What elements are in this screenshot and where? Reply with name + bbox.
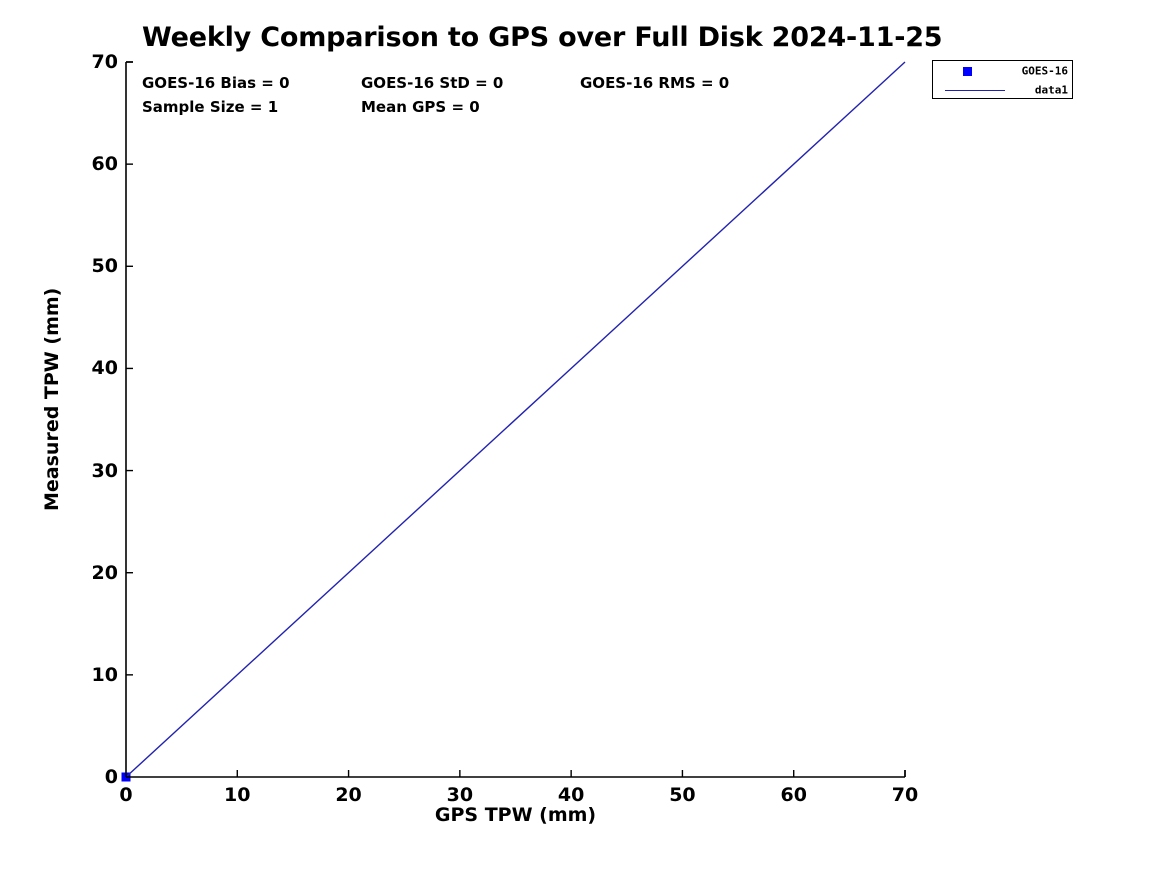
y-tick-label: 20: [91, 561, 118, 584]
line-swatch-icon: [945, 89, 1005, 91]
y-tick-label-group: 0 10 20 30 40 50 60 70: [70, 51, 118, 788]
y-tick-label: 0: [104, 766, 118, 788]
legend-entry-data1[interactable]: data1: [933, 80, 1074, 99]
legend-label-data1: data1: [1034, 83, 1068, 96]
plot-area: [121, 61, 906, 782]
square-marker-icon: [963, 66, 972, 76]
y-tick-label: 50: [91, 255, 118, 278]
x-tick-label: 70: [891, 784, 919, 806]
x-tick-label: 10: [224, 784, 251, 806]
chart-legend[interactable]: GOES-16 data1: [932, 60, 1073, 99]
x-tick-label-group: 0 10 20 30 40 50 60 70: [119, 784, 918, 810]
y-tick-label: 70: [91, 51, 118, 73]
legend-label-goes16: GOES-16: [1021, 64, 1068, 77]
y-tick-label: 40: [91, 357, 118, 380]
x-tick-label: 40: [557, 784, 585, 806]
y-tick-label: 60: [91, 153, 118, 176]
x-tick-label: 50: [669, 784, 696, 806]
stat-mean-gps: Mean GPS = 0: [361, 98, 480, 116]
data-series-layer: [121, 61, 906, 782]
y-axis-title: Measured TPW (mm): [41, 287, 63, 511]
plot-canvas: [121, 61, 906, 782]
x-tick-label: 0: [119, 784, 133, 806]
series-line-data1: [125, 61, 906, 778]
chart-title: Weekly Comparison to GPS over Full Disk …: [142, 22, 943, 53]
x-tick-label: 30: [446, 784, 474, 806]
legend-entry-goes16[interactable]: GOES-16: [933, 61, 1074, 80]
stat-sample-size: Sample Size = 1: [142, 98, 279, 116]
stat-std: GOES-16 StD = 0: [361, 74, 504, 92]
stat-rms: GOES-16 RMS = 0: [580, 74, 730, 92]
stat-bias: GOES-16 Bias = 0: [142, 74, 290, 92]
x-tick-label: 20: [335, 784, 362, 806]
y-tick-label: 10: [91, 663, 118, 686]
x-axis-title: GPS TPW (mm): [434, 804, 597, 826]
y-tick-label: 30: [91, 459, 118, 482]
x-tick-label: 60: [780, 784, 807, 806]
